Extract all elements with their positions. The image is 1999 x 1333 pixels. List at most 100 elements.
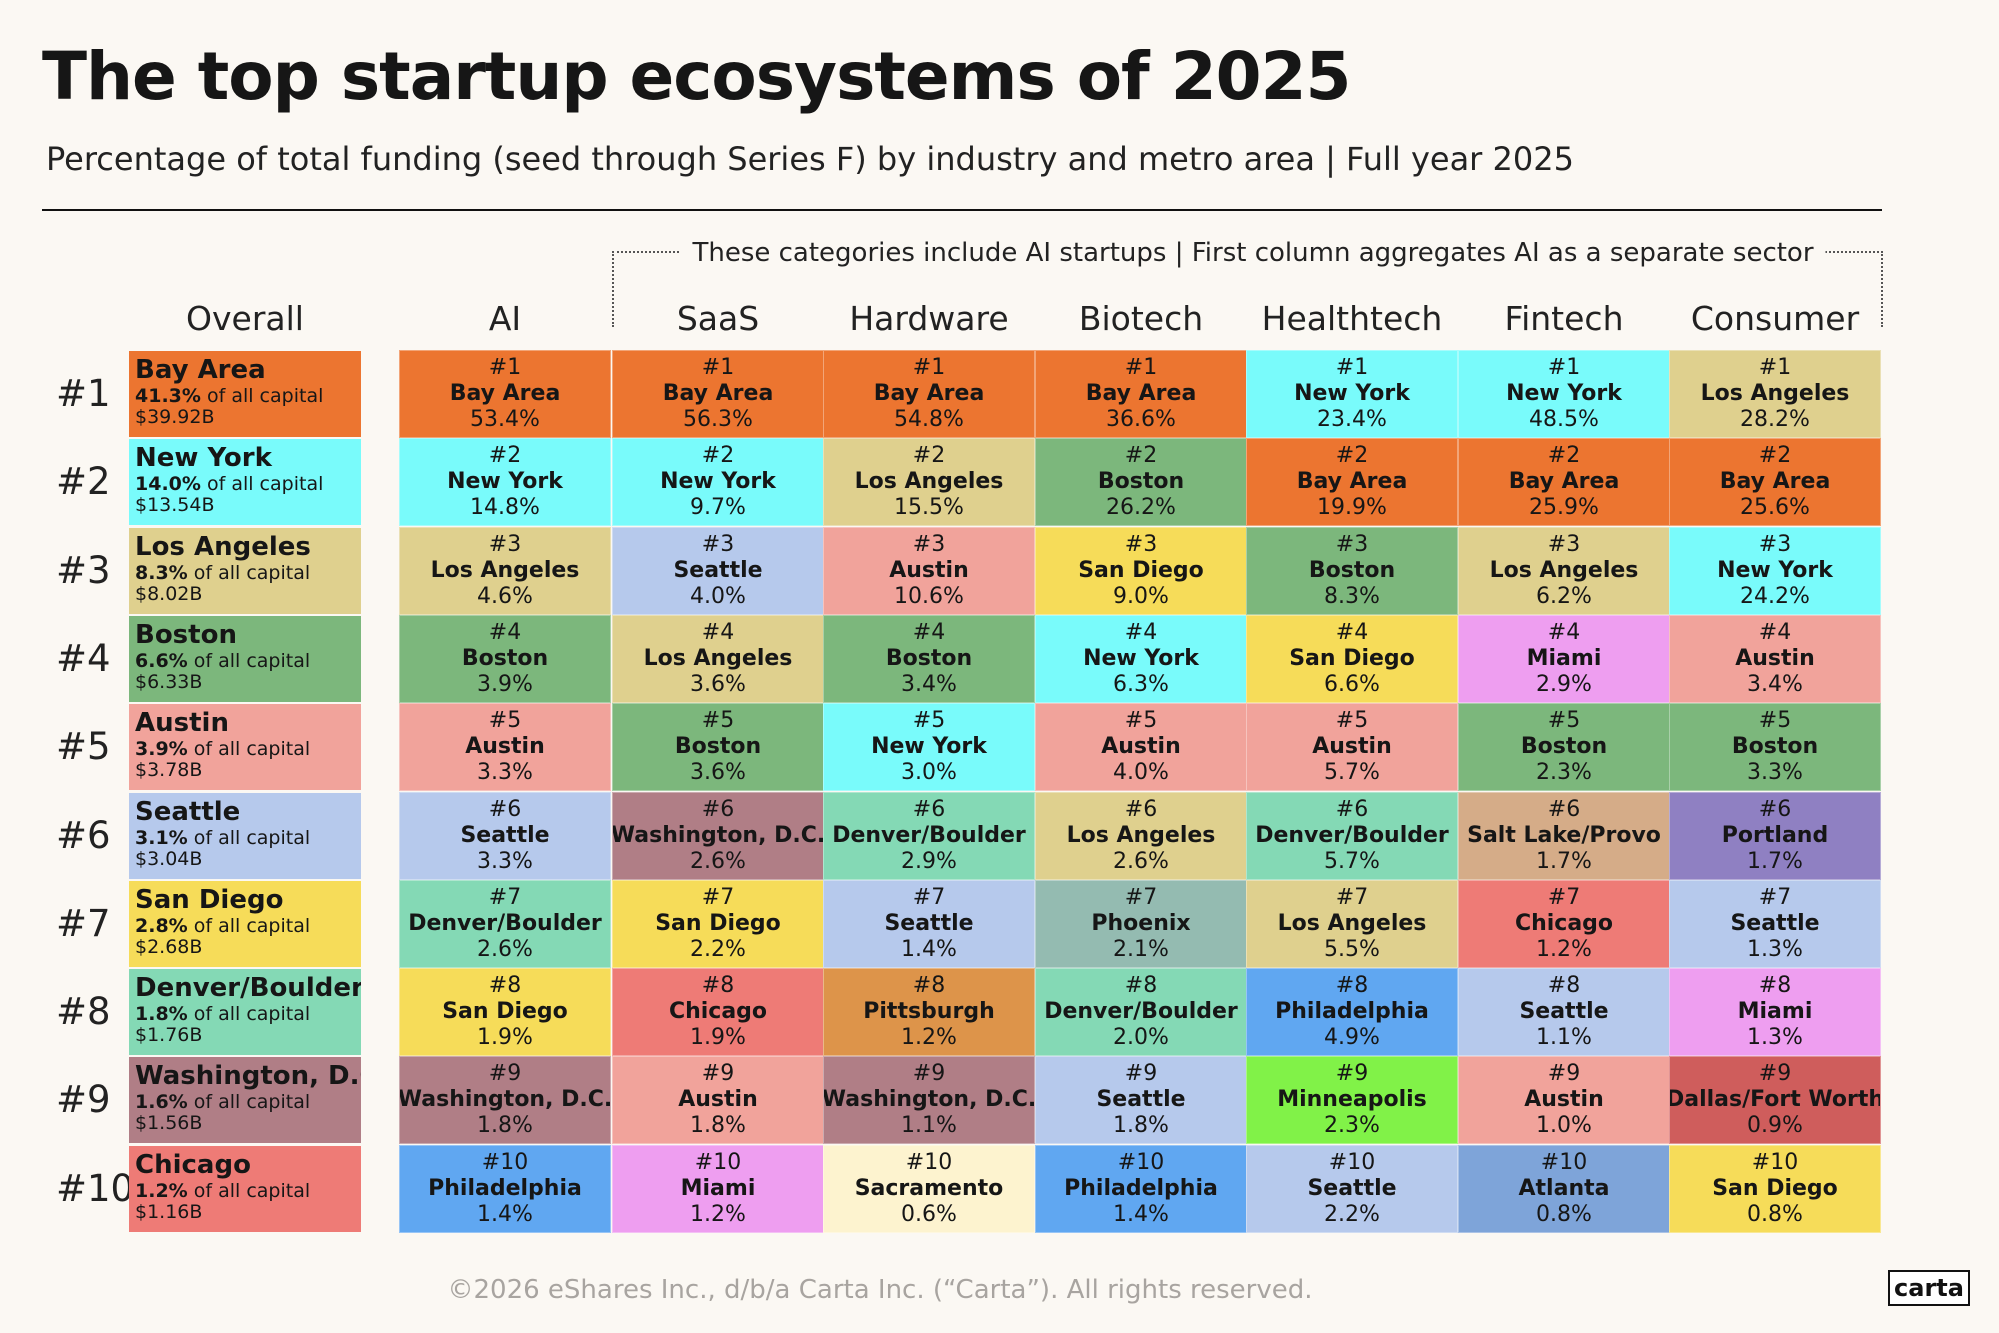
cell-hardware: #10 Sacramento 0.6% <box>823 1145 1035 1233</box>
overall-cell: Boston 6.6% of all capital $6.33B <box>129 616 361 702</box>
cell-healthtech: #6 Denver/Boulder 5.7% <box>1246 792 1458 880</box>
cell-consumer: #4 Austin 3.4% <box>1669 615 1881 703</box>
cell-rank: #1 <box>1758 355 1792 380</box>
cell-fintech: #2 Bay Area 25.9% <box>1458 438 1670 526</box>
overall-share-suffix: of all capital <box>193 827 311 849</box>
cell-rank: #2 <box>1335 443 1369 468</box>
cell-value: 1.4% <box>901 937 957 962</box>
cell-value: 3.4% <box>1747 672 1803 697</box>
cell-rank: #8 <box>1547 973 1581 998</box>
overall-cell: Austin 3.9% of all capital $3.78B <box>129 704 361 790</box>
cell-city: Philadelphia <box>428 1176 582 1201</box>
cell-value: 2.6% <box>690 849 746 874</box>
column-header-hardware: Hardware <box>849 299 1009 338</box>
cell-rank: #3 <box>1335 532 1369 557</box>
cell-rank: #8 <box>912 973 946 998</box>
cell-city: Atlanta <box>1518 1176 1610 1201</box>
cell-rank: #2 <box>1547 443 1581 468</box>
cell-value: 9.0% <box>1113 584 1169 609</box>
rank-label: #6 <box>56 814 111 857</box>
overall-share: 1.8% <box>135 1003 188 1025</box>
cell-rank: #7 <box>912 885 946 910</box>
cell-saas: #4 Los Angeles 3.6% <box>612 615 824 703</box>
cell-value: 23.4% <box>1317 407 1387 432</box>
cell-rank: #4 <box>1124 620 1158 645</box>
overall-amount: $1.16B <box>135 1201 203 1223</box>
cell-value: 3.9% <box>477 672 533 697</box>
cell-value: 1.9% <box>477 1025 533 1050</box>
cell-value: 24.2% <box>1740 584 1810 609</box>
cell-city: Miami <box>1526 646 1602 671</box>
cell-rank: #8 <box>1335 973 1369 998</box>
cell-city: Los Angeles <box>643 646 793 671</box>
overall-share-suffix: of all capital <box>206 473 324 495</box>
cell-biotech: #10 Philadelphia 1.4% <box>1035 1145 1247 1233</box>
cell-rank: #8 <box>488 973 522 998</box>
cell-rank: #9 <box>1124 1061 1158 1086</box>
cell-rank: #4 <box>912 620 946 645</box>
cell-rank: #9 <box>1758 1061 1792 1086</box>
cell-rank: #5 <box>701 708 735 733</box>
cell-value: 2.3% <box>1324 1113 1380 1138</box>
cell-healthtech: #9 Minneapolis 2.3% <box>1246 1056 1458 1144</box>
cell-value: 3.6% <box>690 672 746 697</box>
cell-city: Boston <box>1097 469 1185 494</box>
cell-saas: #7 San Diego 2.2% <box>612 880 824 968</box>
cell-value: 3.6% <box>690 760 746 785</box>
cell-city: Seattle <box>673 558 763 583</box>
cell-ai: #7 Denver/Boulder 2.6% <box>399 880 611 968</box>
overall-share: 8.3% <box>135 562 188 584</box>
overall-city: New York <box>135 443 272 473</box>
cell-rank: #9 <box>701 1061 735 1086</box>
overall-city: Washington, D.C. <box>135 1061 361 1091</box>
cell-value: 0.6% <box>901 1202 957 1227</box>
cell-city: Minneapolis <box>1277 1087 1427 1112</box>
cell-value: 1.2% <box>690 1202 746 1227</box>
cell-rank: #4 <box>1547 620 1581 645</box>
cell-hardware: #3 Austin 10.6% <box>823 527 1035 615</box>
cell-city: Boston <box>674 734 762 759</box>
cell-rank: #5 <box>1758 708 1792 733</box>
cell-city: Seattle <box>1519 999 1609 1024</box>
cell-city: Bay Area <box>1085 381 1197 406</box>
cell-value: 48.5% <box>1529 407 1599 432</box>
cell-fintech: #3 Los Angeles 6.2% <box>1458 527 1670 615</box>
cell-fintech: #1 New York 48.5% <box>1458 350 1670 438</box>
overall-share: 41.3% <box>135 385 201 407</box>
cell-city: Bay Area <box>1508 469 1620 494</box>
cell-hardware: #1 Bay Area 54.8% <box>823 350 1035 438</box>
cell-city: Miami <box>1737 999 1813 1024</box>
cell-city: San Diego <box>1289 646 1415 671</box>
cell-value: 2.0% <box>1113 1025 1169 1050</box>
cell-biotech: #8 Denver/Boulder 2.0% <box>1035 968 1247 1056</box>
cell-biotech: #2 Boston 26.2% <box>1035 438 1247 526</box>
cell-rank: #6 <box>1758 797 1792 822</box>
cell-city: Portland <box>1721 823 1829 848</box>
overall-amount: $3.04B <box>135 848 203 870</box>
cell-fintech: #10 Atlanta 0.8% <box>1458 1145 1670 1233</box>
cell-rank: #10 <box>905 1150 953 1175</box>
cell-rank: #3 <box>1124 532 1158 557</box>
cell-rank: #4 <box>701 620 735 645</box>
cell-rank: #5 <box>1335 708 1369 733</box>
cell-city: New York <box>660 469 776 494</box>
overall-cell: San Diego 2.8% of all capital $2.68B <box>129 881 361 967</box>
cell-rank: #8 <box>1124 973 1158 998</box>
cell-value: 5.7% <box>1324 760 1380 785</box>
title-divider <box>42 209 1882 211</box>
cell-rank: #1 <box>912 355 946 380</box>
cell-rank: #6 <box>912 797 946 822</box>
cell-rank: #4 <box>1758 620 1792 645</box>
cell-fintech: #4 Miami 2.9% <box>1458 615 1670 703</box>
cell-city: San Diego <box>1078 558 1204 583</box>
cell-biotech: #3 San Diego 9.0% <box>1035 527 1247 615</box>
cell-healthtech: #10 Seattle 2.2% <box>1246 1145 1458 1233</box>
cell-rank: #7 <box>1335 885 1369 910</box>
cell-value: 1.7% <box>1747 849 1803 874</box>
rank-label: #4 <box>56 637 111 680</box>
cell-rank: #3 <box>488 532 522 557</box>
cell-saas: #9 Austin 1.8% <box>612 1056 824 1144</box>
cell-value: 3.0% <box>901 760 957 785</box>
cell-city: Los Angeles <box>430 558 580 583</box>
rank-label: #1 <box>56 372 111 415</box>
